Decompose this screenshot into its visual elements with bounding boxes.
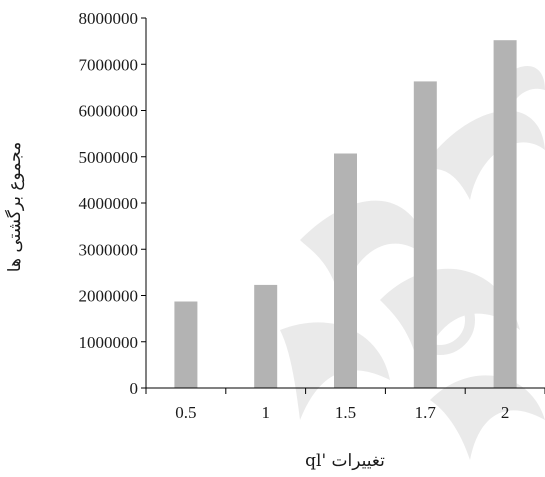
y-tick-label: 6000000 xyxy=(79,102,139,121)
x-tick-label: 0.5 xyxy=(175,403,196,422)
y-tick-label: 4000000 xyxy=(79,194,139,213)
y-tick-label: 3000000 xyxy=(79,240,139,259)
x-tick-label: 1.5 xyxy=(335,403,356,422)
y-tick-label: 5000000 xyxy=(79,148,139,167)
bar-1.5 xyxy=(334,153,357,388)
x-tick-label: 2 xyxy=(501,403,510,422)
y-tick-label: 7000000 xyxy=(79,55,139,74)
bar-0.5 xyxy=(174,301,198,388)
bar-1.7 xyxy=(413,81,437,389)
bar-1 xyxy=(254,284,278,388)
x-tick-label: 1.7 xyxy=(415,403,437,422)
bar-2 xyxy=(493,40,517,388)
y-axis-title: مجموع برگشتی ها xyxy=(4,142,25,272)
x-tick-label: 1 xyxy=(261,403,270,422)
x-axis-title: تغییرات 'ql xyxy=(305,451,385,471)
y-tick-label: 1000000 xyxy=(79,333,139,352)
y-tick-label: 0 xyxy=(130,379,139,398)
y-tick-label: 2000000 xyxy=(79,287,139,306)
y-tick-label: 8000000 xyxy=(79,9,139,28)
